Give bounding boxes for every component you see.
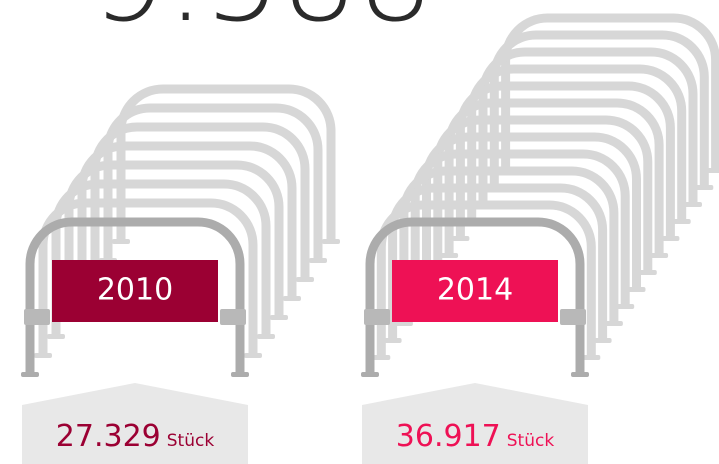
back-rack-foot xyxy=(244,353,262,358)
back-rack-foot xyxy=(628,287,646,292)
back-rack-foot xyxy=(322,239,340,244)
headline: 9.588 xyxy=(90,0,434,49)
infographic: 9.588 2010 27.329 Stück 2014 36.917 Stück xyxy=(0,0,719,464)
back-rack-foot xyxy=(112,239,130,244)
back-rack-foot xyxy=(695,185,713,190)
back-rack-foot xyxy=(384,338,402,343)
back-rack-foot xyxy=(257,334,275,339)
back-rack-foot xyxy=(650,253,668,258)
back-rack-foot xyxy=(283,296,301,301)
back-rack-foot xyxy=(684,202,702,207)
year: 2014 xyxy=(437,273,513,308)
back-rack-foot xyxy=(639,270,657,275)
racks xyxy=(21,18,719,377)
back-rack-foot xyxy=(296,277,314,282)
back-rack-foot xyxy=(309,258,327,263)
labels: 2010 27.329 Stück 2014 36.917 Stück xyxy=(22,273,588,464)
back-rack-foot xyxy=(270,315,288,320)
count: 27.329 xyxy=(56,419,161,454)
back-rack-foot xyxy=(673,219,691,224)
bracket xyxy=(220,309,246,325)
unit: Stück xyxy=(507,431,555,451)
back-rack-foot xyxy=(605,321,623,326)
back-rack-foot xyxy=(661,236,679,241)
back-rack-foot xyxy=(47,334,65,339)
front-rack-foot xyxy=(231,372,249,377)
back-rack-foot xyxy=(451,236,469,241)
count: 36.917 xyxy=(396,419,501,454)
back-rack-foot xyxy=(34,353,52,358)
year: 2010 xyxy=(97,273,173,308)
bracket xyxy=(24,309,50,325)
bracket xyxy=(364,309,390,325)
front-rack-foot xyxy=(571,372,589,377)
unit: Stück xyxy=(167,431,215,451)
front-rack-foot xyxy=(21,372,39,377)
front-rack-foot xyxy=(361,372,379,377)
back-rack-foot xyxy=(372,355,390,360)
back-rack-foot xyxy=(594,338,612,343)
back-rack-foot xyxy=(582,355,600,360)
bracket xyxy=(560,309,586,325)
back-rack-foot xyxy=(616,304,634,309)
back-rack-foot xyxy=(440,253,458,258)
